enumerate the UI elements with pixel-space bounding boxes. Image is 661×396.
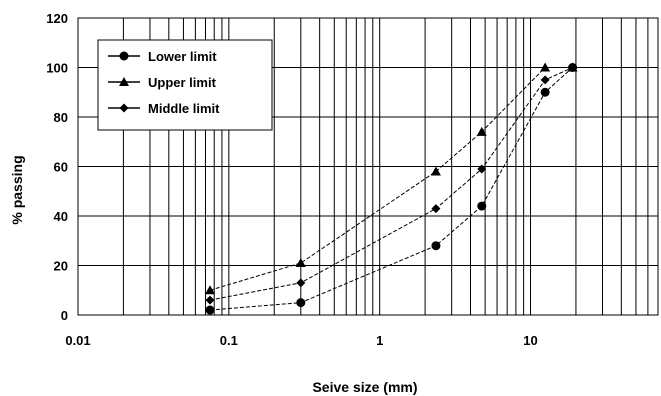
x-tick-label: 10 — [523, 333, 537, 348]
data-point — [540, 62, 551, 72]
data-point — [540, 87, 550, 97]
y-tick-label: 20 — [54, 259, 68, 274]
x-tick-labels: 0.01 0.1 1 10 — [65, 333, 537, 348]
legend-marker — [119, 103, 129, 113]
legend: Lower limit Upper limit Middle limit — [97, 39, 273, 131]
legend-label: Lower limit — [148, 49, 217, 64]
series-line — [209, 67, 573, 311]
y-tick-label: 100 — [46, 61, 68, 76]
plot-area-frame — [77, 17, 659, 316]
data-point — [477, 201, 487, 211]
data-point — [568, 63, 578, 72]
series-line — [209, 67, 573, 291]
series-line — [209, 67, 573, 301]
data-point — [296, 278, 306, 288]
series-group — [204, 62, 578, 315]
y-tick-label: 60 — [54, 160, 68, 175]
y-tick-label: 0 — [61, 308, 68, 323]
data-point — [540, 75, 550, 85]
data-point — [205, 305, 215, 315]
data-point — [296, 298, 306, 308]
data-point — [295, 258, 306, 268]
legend-marker — [119, 51, 129, 61]
y-tick-label: 80 — [54, 110, 68, 125]
x-axis-title: Seive size (mm) — [312, 379, 417, 395]
data-point — [431, 204, 441, 214]
data-point — [431, 241, 441, 251]
y-tick-label: 120 — [46, 11, 68, 26]
data-point — [204, 285, 215, 295]
data-point — [477, 164, 487, 174]
data-point — [430, 166, 441, 176]
data-point — [205, 295, 215, 305]
x-tick-label: 0.01 — [65, 333, 90, 348]
x-tick-label: 0.1 — [220, 333, 238, 348]
y-tick-labels: 0 20 40 60 80 100 120 — [46, 11, 68, 323]
data-point — [476, 126, 487, 136]
y-axis-title: % passing — [9, 155, 25, 224]
x-tick-label: 1 — [376, 333, 383, 348]
legend-label: Middle limit — [148, 101, 220, 116]
y-tick-label: 40 — [54, 209, 68, 224]
legend-marker — [119, 77, 129, 86]
legend-label: Upper limit — [148, 75, 217, 90]
